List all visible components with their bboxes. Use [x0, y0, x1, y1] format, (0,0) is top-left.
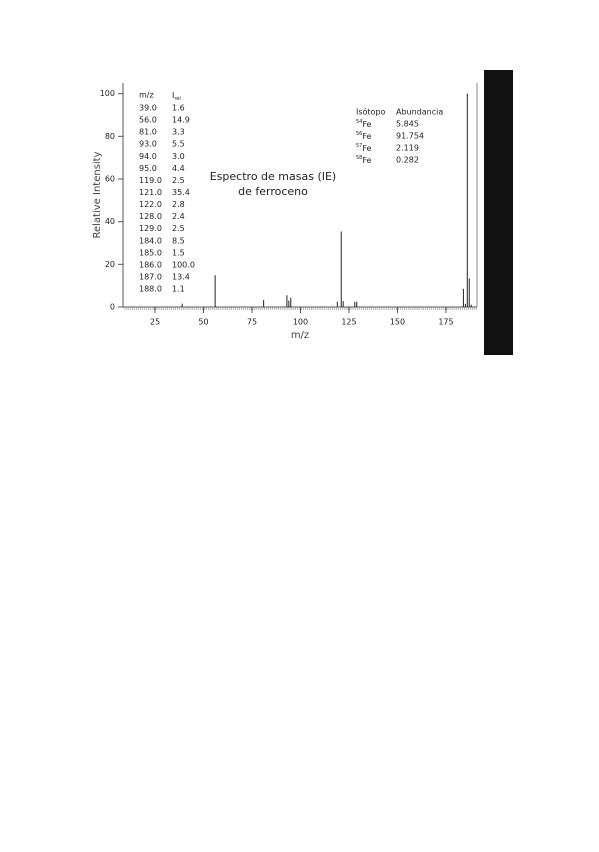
- iso-header: Isótopo: [356, 107, 386, 117]
- iso-abundance: 91.754: [396, 132, 424, 141]
- y-tick-label: 40: [105, 217, 115, 226]
- irel-cell: 2.5: [172, 224, 185, 233]
- irel-cell: 5.5: [172, 140, 185, 149]
- annotation: de ferroceno: [238, 185, 308, 198]
- iso-el: Fe: [362, 144, 371, 153]
- y-tick-label: 100: [100, 89, 115, 98]
- irel-cell: 2.8: [172, 200, 185, 209]
- mz-cell: 129.0: [139, 224, 162, 233]
- mz-cell: 56.0: [139, 116, 157, 125]
- irel-cell: 2.5: [172, 176, 185, 185]
- x-tick-label: 50: [198, 318, 208, 327]
- irel-cell: 1.6: [172, 104, 185, 113]
- header-sub: rel: [174, 96, 180, 102]
- irel-cell: 1.1: [172, 285, 185, 294]
- iso-abundance: 0.282: [396, 156, 419, 165]
- iso-name: 57Fe: [356, 143, 372, 153]
- irel-cell: 4.4: [172, 164, 185, 173]
- irel-cell: 3.3: [172, 128, 185, 137]
- iso-el: Fe: [362, 120, 371, 129]
- iso-header: Abundancia: [396, 108, 443, 117]
- header-text: I: [172, 91, 174, 100]
- mz-cell: 185.0: [139, 248, 162, 257]
- table-header: Irel: [172, 91, 181, 102]
- mz-cell: 186.0: [139, 260, 162, 269]
- iso-abundance: 5.845: [396, 120, 419, 129]
- x-tick-label: 25: [150, 318, 160, 327]
- iso-name: 54Fe: [356, 119, 372, 129]
- mz-cell: 184.0: [139, 236, 162, 245]
- mz-cell: 39.0: [139, 104, 157, 113]
- y-tick-label: 20: [105, 260, 115, 269]
- irel-cell: 13.4: [172, 272, 190, 281]
- x-tick-label: 175: [438, 318, 453, 327]
- side-bar: [484, 70, 513, 355]
- mz-cell: 81.0: [139, 128, 157, 137]
- mz-cell: 187.0: [139, 272, 162, 281]
- irel-cell: 3.0: [172, 152, 185, 161]
- x-tick-label: 125: [341, 318, 356, 327]
- y-tick-label: 80: [105, 132, 115, 141]
- mz-cell: 128.0: [139, 212, 162, 221]
- irel-cell: 14.9: [172, 116, 190, 125]
- mz-cell: 93.0: [139, 140, 157, 149]
- mz-cell: 121.0: [139, 188, 162, 197]
- annotation: Espectro de masas (IE): [210, 170, 336, 183]
- irel-cell: 8.5: [172, 236, 185, 245]
- mz-cell: 122.0: [139, 200, 162, 209]
- mz-cell: 95.0: [139, 164, 157, 173]
- iso-mass: 57: [356, 143, 362, 149]
- y-axis-label: Relative Intensity: [92, 151, 103, 238]
- x-tick-label: 75: [247, 318, 257, 327]
- iso-name: 56Fe: [356, 131, 372, 141]
- iso-el: Fe: [362, 156, 371, 165]
- mz-cell: 94.0: [139, 152, 157, 161]
- mz-cell: 119.0: [139, 176, 162, 185]
- irel-cell: 35.4: [172, 188, 190, 197]
- y-tick-label: 60: [105, 175, 115, 184]
- x-tick-label: 100: [293, 318, 308, 327]
- x-axis-label: m/z: [291, 330, 309, 341]
- iso-el: Fe: [362, 132, 371, 141]
- irel-cell: 1.5: [172, 248, 185, 257]
- iso-mass: 58: [356, 155, 362, 161]
- mz-cell: 188.0: [139, 285, 162, 294]
- iso-name: 58Fe: [356, 155, 372, 165]
- iso-mass: 56: [356, 131, 362, 137]
- table-header: m/z: [139, 91, 154, 100]
- irel-cell: 2.4: [172, 212, 185, 221]
- irel-cell: 100.0: [172, 260, 195, 269]
- x-tick-label: 150: [390, 318, 405, 327]
- iso-abundance: 2.119: [396, 144, 419, 153]
- y-tick-label: 0: [110, 303, 115, 312]
- iso-mass: 54: [356, 119, 362, 125]
